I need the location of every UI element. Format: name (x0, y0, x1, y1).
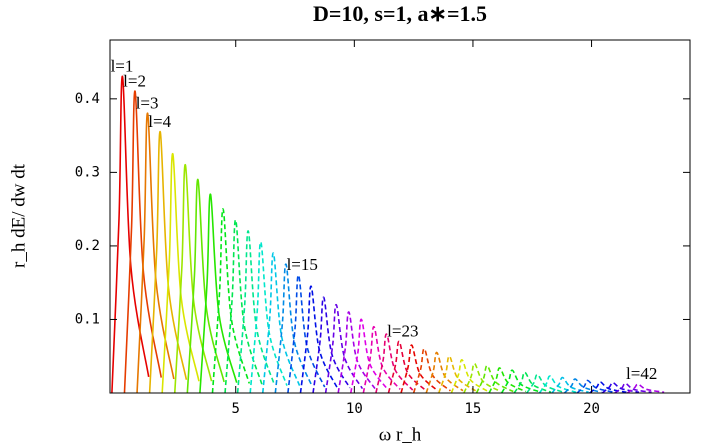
curve-label: l=2 (123, 71, 146, 90)
curve (538, 375, 577, 393)
curve (123, 90, 163, 393)
curve (173, 164, 213, 393)
curve-label: l=15 (287, 255, 318, 274)
plot-frame (109, 39, 691, 394)
curve (287, 274, 326, 393)
curve (186, 178, 225, 393)
y-tick-label: 0.3 (75, 164, 100, 180)
curve (362, 326, 401, 393)
curve (375, 333, 414, 393)
curve (387, 340, 426, 393)
curve (400, 344, 439, 393)
x-tick-label: 20 (583, 401, 600, 417)
curve (475, 365, 514, 393)
curve (136, 112, 175, 393)
curve-label: l=42 (626, 364, 657, 383)
curve (324, 303, 364, 393)
plot-area (111, 75, 665, 393)
y-tick-label: 0.2 (75, 238, 100, 254)
y-axis-label: r_h dE/ dw dt (8, 163, 29, 268)
curve-label: l=4 (148, 112, 171, 131)
x-tick-label: 10 (346, 401, 363, 417)
curve (349, 318, 389, 393)
curve (563, 378, 602, 393)
curve (463, 362, 502, 393)
curve-label: l=1 (111, 57, 134, 76)
x-tick-label: 5 (232, 401, 240, 417)
curve (513, 371, 552, 393)
curve (450, 359, 489, 393)
x-axis-label: ω r_h (379, 424, 422, 445)
curve (412, 348, 451, 393)
curve (211, 208, 251, 393)
curve (526, 373, 564, 393)
curve (274, 263, 313, 393)
curve (551, 376, 589, 393)
curve (236, 230, 276, 393)
curve (500, 369, 539, 393)
curve (299, 285, 338, 393)
curve (626, 383, 665, 393)
curve (249, 241, 288, 393)
curve (261, 252, 301, 393)
x-tick-label: 15 (465, 401, 482, 417)
curve (576, 379, 615, 393)
y-tick-label: 0.1 (75, 311, 100, 327)
curve (337, 311, 376, 393)
curve (425, 351, 464, 393)
curve (224, 219, 263, 393)
curve-label: l=23 (387, 321, 418, 340)
curve (148, 131, 188, 393)
curve (161, 153, 200, 393)
curve-label: l=3 (136, 93, 159, 112)
y-tick-label: 0.4 (75, 91, 100, 107)
curve (111, 75, 150, 393)
curve (488, 367, 527, 393)
chart-title: D=10, s=1, a∗=1.5 (313, 1, 487, 26)
curve (312, 296, 351, 393)
curve (199, 193, 238, 393)
